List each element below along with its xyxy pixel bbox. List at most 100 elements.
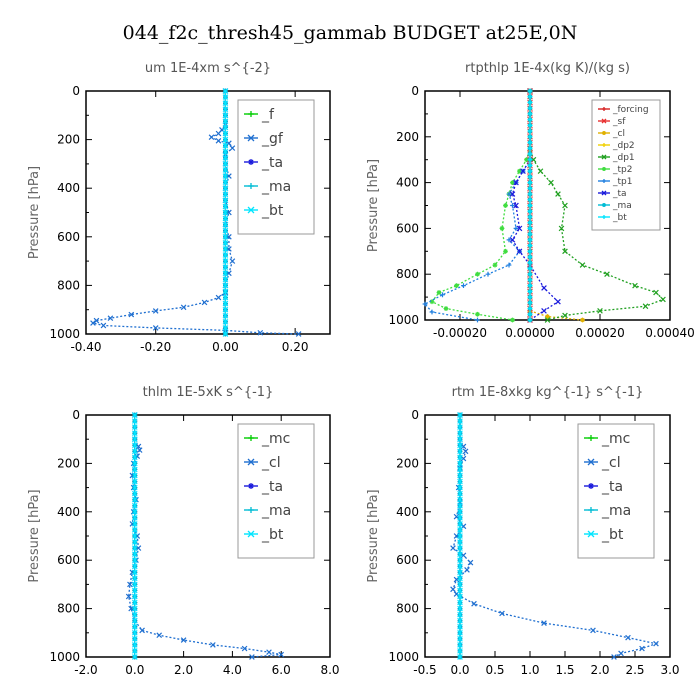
legend-entry: _ma — [612, 201, 632, 211]
data-point — [222, 325, 229, 331]
legend-marker — [588, 435, 594, 441]
data-point — [457, 430, 463, 436]
data-point — [541, 285, 547, 291]
y-tick-label: 0 — [411, 84, 419, 98]
legend-entry: _cl — [612, 129, 625, 139]
series-line — [529, 91, 583, 321]
data-point — [222, 215, 229, 222]
y-axis-label: Pressure [hPa] — [366, 489, 381, 582]
y-axis-label: Pressure [hPa] — [27, 166, 42, 259]
data-point — [131, 418, 138, 424]
data-point — [506, 262, 512, 268]
data-point — [222, 173, 229, 179]
data-point — [503, 203, 508, 208]
data-point — [457, 515, 463, 521]
data-point — [457, 533, 463, 539]
series-bt — [131, 412, 138, 660]
data-point — [222, 118, 229, 125]
data-point — [131, 521, 138, 527]
legend-marker — [601, 154, 607, 160]
legend-box — [237, 423, 315, 559]
data-point — [527, 243, 533, 248]
data-point — [527, 163, 533, 168]
data-point — [131, 581, 138, 588]
y-tick-label: 600 — [396, 553, 419, 567]
legend-entry: _gf — [261, 131, 284, 147]
x-tick-label: 0.20 — [282, 340, 309, 354]
legend-marker — [587, 530, 595, 538]
data-point — [180, 637, 187, 643]
data-point — [222, 179, 229, 185]
data-point — [131, 448, 138, 455]
data-point — [457, 484, 463, 491]
legend-marker — [602, 167, 606, 171]
x-tick-label: 3.0 — [660, 663, 679, 677]
data-point — [503, 248, 508, 254]
data-point — [229, 258, 236, 264]
data-point — [527, 254, 533, 260]
series-line — [511, 91, 560, 321]
data-point — [597, 308, 603, 314]
legend-entry: _cl — [601, 455, 621, 471]
data-point — [450, 545, 456, 551]
data-point — [579, 262, 586, 268]
data-point — [457, 502, 463, 509]
data-point — [131, 527, 138, 533]
data-point — [527, 185, 533, 191]
data-point — [509, 237, 516, 243]
data-point — [457, 636, 463, 642]
legend-entry: _tp2 — [612, 165, 632, 175]
legend-entry: _mc — [261, 431, 290, 447]
data-point — [131, 484, 138, 491]
legend-marker — [248, 183, 254, 189]
data-point — [457, 551, 463, 557]
data-point — [131, 430, 138, 436]
data-point — [125, 593, 132, 600]
legend-marker — [601, 118, 607, 124]
data-point — [604, 271, 610, 278]
legend-marker — [248, 507, 254, 513]
data-point — [222, 221, 229, 228]
data-point — [541, 620, 547, 626]
data-point — [131, 466, 138, 473]
series-cl — [527, 88, 585, 323]
data-point — [457, 587, 463, 594]
data-point — [222, 306, 229, 313]
data-point — [156, 632, 163, 639]
data-point — [222, 112, 229, 119]
x-tick-label: -0.20 — [140, 340, 171, 354]
panel-title: um 1E-4xm s^{-2} — [145, 61, 271, 76]
legend-marker — [602, 107, 606, 111]
data-point — [222, 203, 229, 210]
data-point — [457, 527, 463, 533]
data-point — [436, 290, 442, 295]
data-point — [510, 203, 515, 208]
data-point — [222, 240, 229, 246]
data-point — [222, 100, 229, 106]
data-point — [527, 266, 533, 271]
legend-marker — [247, 206, 255, 214]
data-point — [131, 617, 138, 624]
data-point — [139, 627, 145, 634]
legend-marker — [601, 190, 607, 196]
data-point — [222, 124, 229, 131]
data-point — [506, 191, 512, 197]
y-tick-label: 200 — [396, 130, 419, 144]
data-point — [443, 306, 449, 311]
data-point — [461, 283, 466, 289]
data-point — [527, 260, 533, 266]
data-point — [131, 557, 138, 564]
x-tick-label: 8.0 — [320, 663, 339, 677]
data-point — [527, 105, 533, 111]
data-point — [544, 317, 551, 323]
data-point — [215, 137, 222, 144]
data-point — [222, 136, 229, 143]
data-point — [131, 593, 138, 600]
data-point — [527, 151, 533, 157]
data-point — [457, 629, 463, 636]
data-point — [527, 203, 533, 208]
data-point — [131, 654, 138, 660]
data-point — [457, 472, 463, 479]
x-tick-label: 0.0 — [450, 663, 469, 677]
data-point — [222, 233, 229, 240]
